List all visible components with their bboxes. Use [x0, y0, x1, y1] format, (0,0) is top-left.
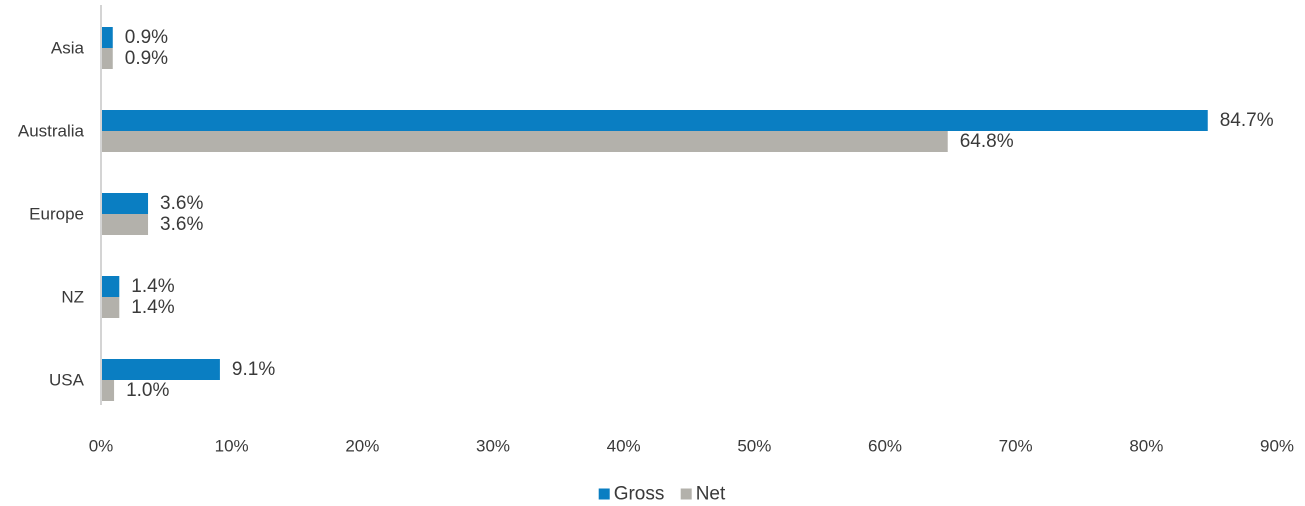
- bar-net-asia: [101, 48, 113, 69]
- legend-label-net: Net: [696, 484, 726, 505]
- legend: Gross Net: [598, 484, 726, 505]
- labels-layer: 0.9%0.9% Asia 84.7% 64.8% Australia 3.6%3.6% E…: [18, 27, 1274, 401]
- category-label-australia: Australia: [18, 122, 85, 141]
- bar-gross-nz: [101, 276, 120, 297]
- bar-gross-europe: [101, 193, 149, 214]
- bar-gross-usa: [101, 359, 220, 380]
- value-label-net-australia: 64.8%: [960, 131, 1014, 152]
- x-tick-label: 30%: [476, 437, 510, 456]
- value-label-net-usa: 1.0%: [126, 380, 169, 401]
- category-label-europe: Europe: [29, 205, 84, 224]
- value-label-net-europe: 3.6%: [160, 214, 203, 235]
- legend-label-gross: Gross: [614, 484, 665, 505]
- category-label-asia: Asia: [51, 39, 85, 58]
- legend-swatch-net: [680, 488, 692, 500]
- axis-layer: 0% 10% 20% 30% 40% 50% 60% 70% 80% 90%: [89, 5, 1294, 456]
- x-tick-label: 40%: [607, 437, 641, 456]
- bar-gross-asia: [101, 27, 113, 48]
- value-label-net-asia: 0.9%: [125, 48, 168, 69]
- category-label-usa: USA: [49, 371, 85, 390]
- x-tick-label: 80%: [1129, 437, 1163, 456]
- bar-net-europe: [101, 214, 149, 235]
- legend-swatch-gross: [598, 488, 610, 500]
- value-label-gross-nz: 1.4%: [131, 276, 174, 297]
- x-tick-label: 60%: [868, 437, 902, 456]
- bar-net-usa: [101, 380, 115, 401]
- value-label-gross-europe: 3.6%: [160, 193, 203, 214]
- bar-net-australia: [101, 131, 948, 152]
- x-tick-label: 70%: [999, 437, 1033, 456]
- x-tick-label: 10%: [215, 437, 249, 456]
- bars-layer: [101, 27, 1208, 401]
- value-label-gross-australia: 84.7%: [1220, 110, 1274, 131]
- bar-net-nz: [101, 297, 120, 318]
- bar-gross-australia: [101, 110, 1208, 131]
- x-tick-label: 0%: [89, 437, 114, 456]
- x-tick-label: 50%: [737, 437, 771, 456]
- x-tick-label: 20%: [345, 437, 379, 456]
- value-label-gross-usa: 9.1%: [232, 359, 275, 380]
- value-label-net-nz: 1.4%: [131, 297, 174, 318]
- x-tick-label: 90%: [1260, 437, 1294, 456]
- category-label-nz: NZ: [61, 288, 84, 307]
- value-label-gross-asia: 0.9%: [125, 27, 168, 48]
